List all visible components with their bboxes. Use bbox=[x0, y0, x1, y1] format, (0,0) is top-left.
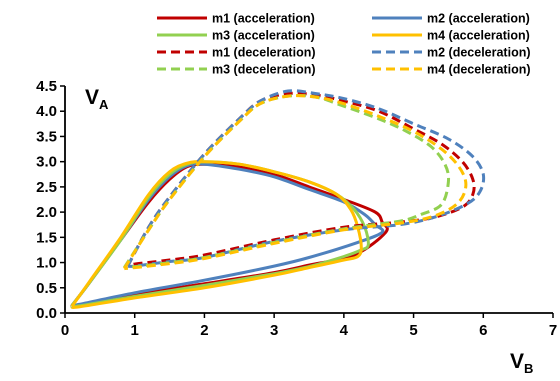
x-tick-label: 4 bbox=[340, 322, 349, 339]
x-tick-label: 2 bbox=[200, 322, 208, 339]
legend-label-m4-acceleration: m4 (acceleration) bbox=[427, 29, 530, 43]
ticks: 0 1 2 3 4 5 6 7 0.0 0.5 1.0 1.5 2.0 2.5 3.0 3.5 4.0 4.5 bbox=[36, 78, 557, 339]
y-axis-label-sub: A bbox=[99, 97, 109, 112]
series-line-m4-deceleration bbox=[123, 94, 468, 271]
legend-label-m1-acceleration: m1 (acceleration) bbox=[212, 12, 315, 26]
x-axis-label: VB bbox=[510, 350, 533, 376]
x-tick-label: 0 bbox=[61, 322, 69, 339]
x-tick-label: 6 bbox=[479, 322, 487, 339]
legend-label-m2-deceleration: m2 (deceleration) bbox=[427, 46, 531, 60]
x-tick-label: 1 bbox=[131, 322, 139, 339]
legend-label-m4-deceleration: m4 (deceleration) bbox=[427, 63, 531, 77]
series-line-m4-acceleration bbox=[70, 160, 363, 309]
y-tick-label: 0.5 bbox=[36, 280, 57, 297]
y-tick-label: 2.5 bbox=[36, 179, 57, 196]
y-tick-label: 2.0 bbox=[36, 204, 57, 221]
legend: m1 (acceleration) m2 (acceleration) m3 (ac… bbox=[157, 12, 531, 77]
series-line-m3-acceleration bbox=[70, 160, 370, 309]
legend-label-m3-acceleration: m3 (acceleration) bbox=[212, 29, 315, 43]
legend-label-m1-deceleration: m1 (deceleration) bbox=[212, 46, 316, 60]
series-line-m2-deceleration bbox=[126, 89, 486, 268]
axes bbox=[64, 86, 553, 314]
y-tick-label: 4.0 bbox=[36, 103, 57, 120]
x-axis-label-sub: B bbox=[524, 361, 533, 376]
y-tick-label: 0.0 bbox=[36, 305, 57, 322]
y-tick-label: 1.5 bbox=[36, 229, 57, 246]
x-axis-label-main: V bbox=[510, 350, 524, 373]
plot-lines bbox=[70, 89, 486, 309]
y-tick-label: 4.5 bbox=[36, 78, 57, 95]
legend-label-m2-acceleration: m2 (acceleration) bbox=[427, 12, 530, 26]
y-tick-label: 3.5 bbox=[36, 128, 57, 145]
y-axis-label-main: V bbox=[85, 86, 99, 109]
y-tick-label: 3.0 bbox=[36, 154, 57, 171]
x-tick-label: 3 bbox=[270, 322, 278, 339]
y-axis-label: VA bbox=[85, 86, 109, 112]
x-tick-label: 7 bbox=[549, 322, 557, 339]
y-tick-label: 1.0 bbox=[36, 255, 57, 272]
x-tick-label: 5 bbox=[409, 322, 417, 339]
legend-label-m3-deceleration: m3 (deceleration) bbox=[212, 63, 316, 77]
